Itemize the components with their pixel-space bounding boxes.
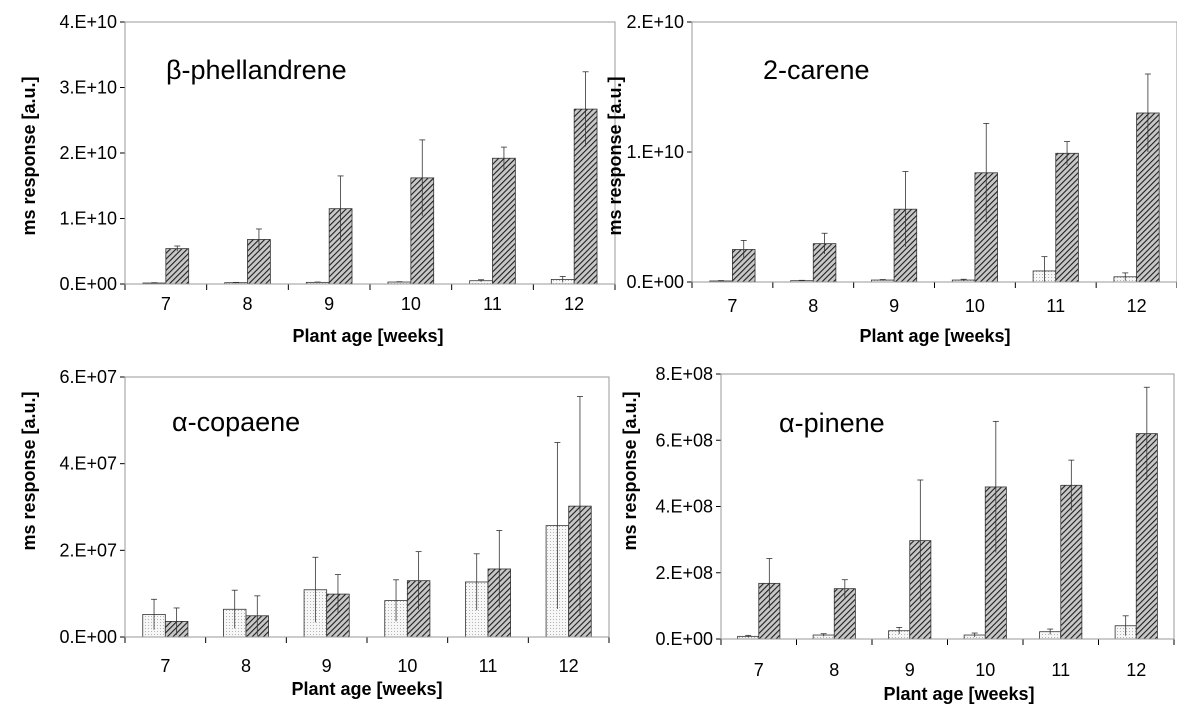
y-tick-label: 2.E+10 — [59, 143, 117, 163]
bar — [1055, 152, 1079, 283]
y-tick-label: 6.E+07 — [59, 367, 117, 387]
bar — [165, 248, 190, 285]
x-tick-label: 11 — [1046, 296, 1065, 316]
y-axis-title: ms response [a.u.] — [19, 391, 39, 550]
x-tick-label: 9 — [322, 656, 332, 676]
x-tick-label: 9 — [905, 660, 915, 680]
x-tick-label: 8 — [829, 660, 839, 680]
x-tick-label: 12 — [1126, 660, 1146, 680]
y-tick-label: 0.E+00 — [655, 629, 713, 649]
bars-group: 0.E+00 2.E+08 4.E+08 6.E+08 8.E+08 7 8 9 10 11 12 — [655, 364, 1175, 680]
plot-frame — [124, 21, 616, 285]
bars-group: 0.E+00 1.E+10 2.E+10 7 8 9 10 11 12 — [626, 12, 1177, 316]
bars-group: 0.E+00 2.E+07 4.E+07 6.E+07 7 8 9 10 11 12 — [59, 367, 610, 676]
panel-title: 2-carene — [763, 55, 870, 85]
panel-2-carene: 0.E+00 1.E+10 2.E+10 7 8 9 10 11 12 2-carene Pla… — [605, 12, 1177, 346]
x-tick-label: 7 — [160, 656, 170, 676]
y-tick-label: 4.E+07 — [59, 454, 117, 474]
panel-alpha-pinene: 0.E+002.E+084.E+086.E+088.E+087 8 9 10 11 12 … — [620, 364, 1175, 704]
panel-alpha-copaene: 0.E+00 2.E+07 4.E+07 6.E+07 7 8 9 10 11 12 α-copa… — [19, 367, 610, 699]
y-tick-label: 1.E+10 — [626, 142, 684, 162]
y-tick-label: 2.E+07 — [59, 540, 117, 560]
x-tick-label: 12 — [564, 294, 584, 314]
x-tick-label: 7 — [161, 294, 171, 314]
x-tick-label: 11 — [483, 294, 502, 314]
x-tick-label: 10 — [397, 656, 417, 676]
x-tick-label: 11 — [1051, 660, 1070, 680]
x-tick-label: 8 — [808, 296, 818, 316]
x-tick-label: 12 — [559, 656, 579, 676]
x-tick-label: 10 — [401, 294, 421, 314]
x-axis-title: Plant age [weeks] — [883, 684, 1034, 704]
bar — [492, 157, 516, 285]
y-tick-label: 4.E+08 — [655, 497, 713, 517]
y-tick-label: 1.E+10 — [59, 209, 117, 229]
x-tick-label: 10 — [975, 660, 995, 680]
y-axis-title: ms response [a.u.] — [620, 391, 640, 550]
y-tick-label: 2.E+08 — [655, 563, 713, 583]
y-tick-label: 4.E+10 — [59, 12, 117, 32]
y-tick-label: 2.E+10 — [626, 12, 684, 32]
x-tick-label: 9 — [324, 294, 334, 314]
y-tick-label: 0.E+00 — [626, 272, 684, 292]
x-tick-label: 7 — [754, 660, 764, 680]
panel-title: β-phellandrene — [166, 55, 347, 85]
bars-group: 0.E+00 1.E+10 2.E+10 3.E+10 4.E+10 7 8 9 10 11 12 — [59, 12, 616, 314]
x-axis-title: Plant age [weeks] — [859, 326, 1010, 346]
x-tick-label: 9 — [889, 296, 899, 316]
plot-frame — [720, 373, 1175, 640]
panel-beta-phellandrene: 0.E+001.E+102.E+103.E+104.E+107 8 9 10 11 12 … — [19, 12, 616, 346]
x-tick-label: 7 — [727, 296, 737, 316]
panel-title: α-pinene — [779, 408, 885, 438]
plot-frame — [691, 21, 1177, 283]
y-tick-label: 0.E+00 — [59, 274, 117, 294]
x-tick-label: 12 — [1127, 296, 1147, 316]
y-tick-label: 0.E+00 — [59, 627, 117, 647]
y-axis-title: ms response [a.u.] — [605, 76, 625, 235]
x-axis-title: Plant age [weeks] — [291, 679, 442, 699]
y-tick-label: 3.E+10 — [59, 78, 117, 98]
y-tick-label: 6.E+08 — [655, 430, 713, 450]
plot-frame — [124, 376, 610, 638]
x-tick-label: 8 — [242, 294, 252, 314]
y-axis-title: ms response [a.u.] — [19, 76, 39, 235]
x-axis-title: Plant age [weeks] — [292, 326, 443, 346]
x-tick-label: 11 — [479, 656, 498, 676]
x-tick-label: 10 — [965, 296, 985, 316]
y-tick-label: 8.E+08 — [655, 364, 713, 384]
x-tick-label: 8 — [241, 656, 251, 676]
panel-title: α-copaene — [172, 407, 300, 437]
